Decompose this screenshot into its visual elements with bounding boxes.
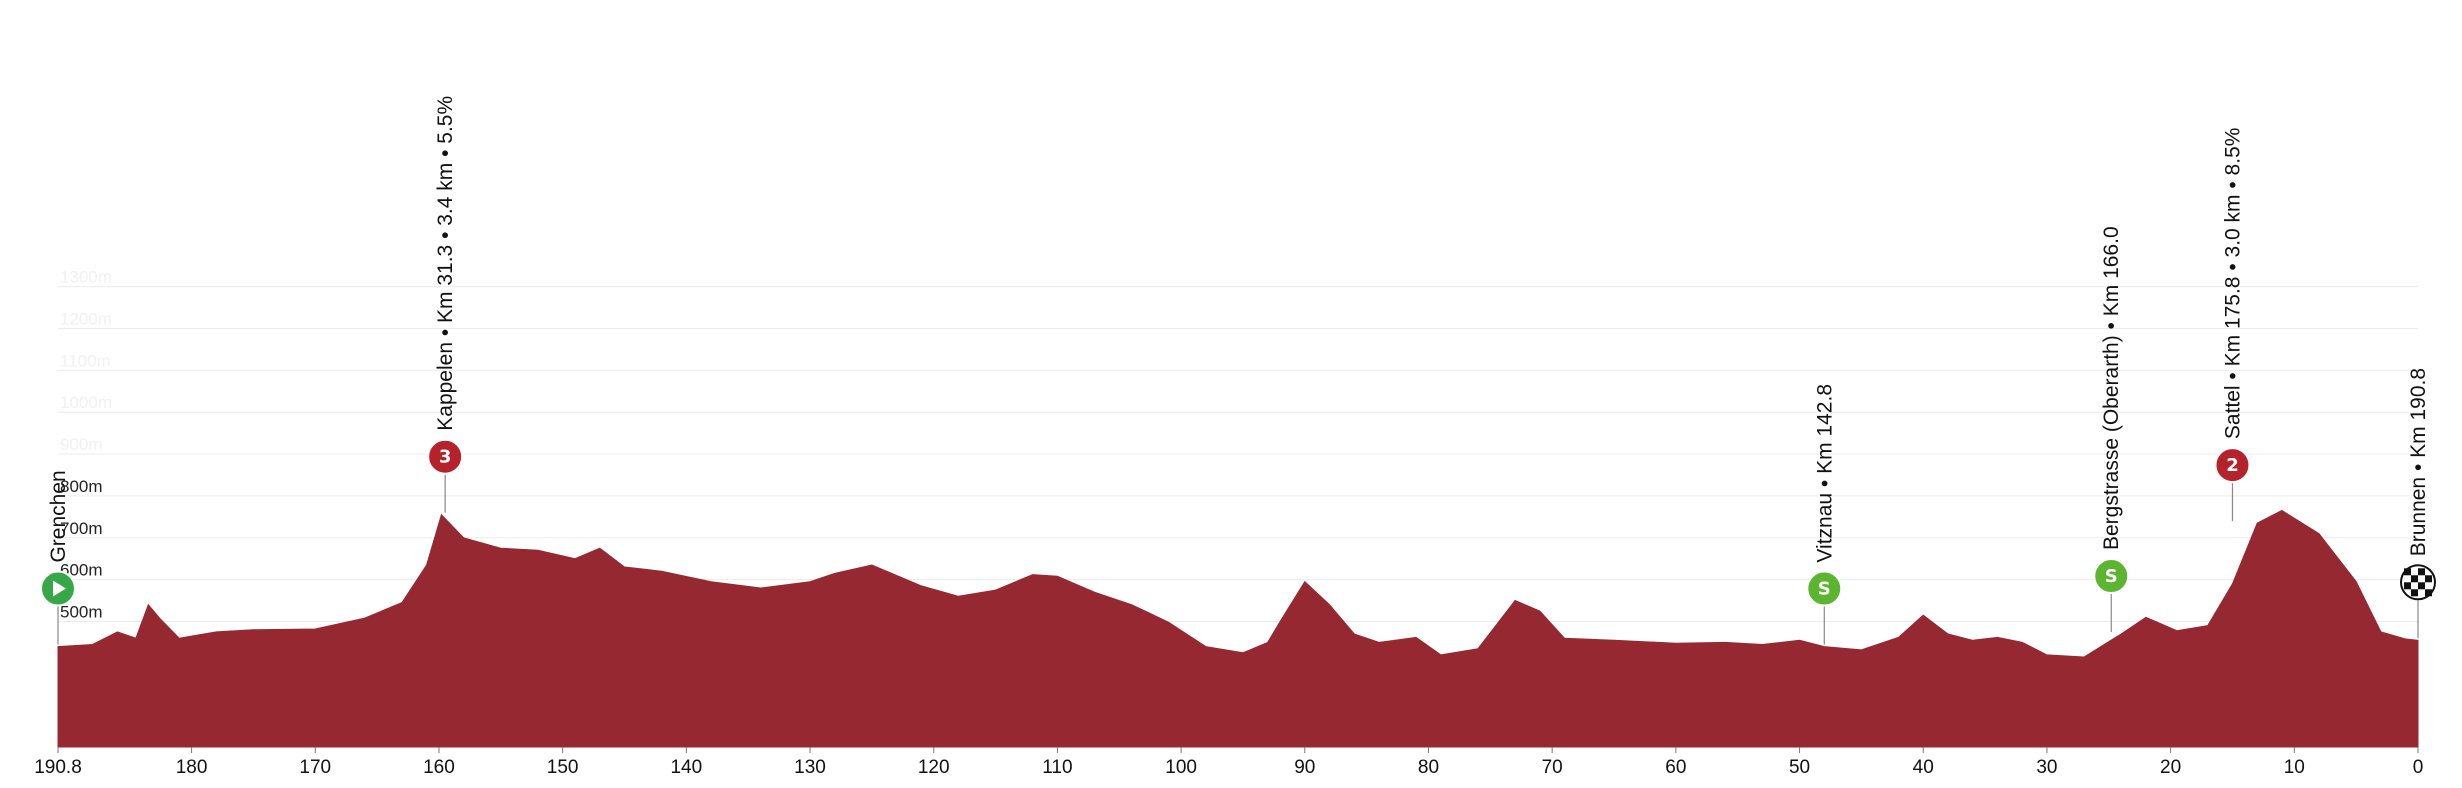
y-tick-label: 1000m [60, 393, 112, 412]
x-tick-label: 50 [1789, 757, 1810, 778]
x-tick-label: 190.8 [34, 757, 82, 778]
y-tick-label: 1300m [60, 268, 112, 287]
x-tick-label: 70 [1542, 757, 1563, 778]
x-tick-label: 100 [1165, 757, 1197, 778]
marker-badge-sprint: S [2093, 558, 2130, 595]
marker-badge-finish [2400, 564, 2436, 601]
marker-badge-start [40, 570, 76, 607]
marker-label: Vitznau • Km 142.8 [1813, 384, 1836, 563]
profile-markers: Grenchen 3 Kappelen • Km 31.3 • 3.4 km • 5… [40, 96, 2436, 645]
checker-square [2404, 582, 2411, 590]
sprint-badge-circle [2093, 558, 2130, 595]
y-tick-label: 800m [60, 477, 103, 496]
marker-badge-climb: 3 [427, 438, 464, 475]
x-tick-label: 40 [1913, 757, 1934, 778]
climb-badge-circle [427, 438, 464, 475]
sprint-badge-label: S [2105, 566, 2118, 587]
y-tick-label: 500m [60, 602, 103, 621]
y-tick-label: 1200m [60, 310, 112, 329]
y-tick-label: 600m [60, 561, 103, 580]
x-tick-label: 120 [918, 757, 950, 778]
marker-label: Bergstrasse (Oberarth) • Km 166.0 [2100, 226, 2123, 550]
x-tick-label: 80 [1418, 757, 1439, 778]
checker-square [2411, 575, 2418, 583]
x-tick-label: 10 [2284, 757, 2305, 778]
checker-square [2418, 568, 2425, 576]
climb-badge-circle [2214, 447, 2251, 484]
climb-badge-label: 2 [2226, 455, 2239, 476]
sprint-badge-label: S [1818, 579, 1831, 600]
checker-square [2418, 582, 2425, 590]
sprint-badge-circle [1806, 570, 1843, 607]
marker-label: Grenchen [47, 470, 70, 562]
x-tick-label: 20 [2160, 757, 2181, 778]
marker-label: Brunnen • Km 190.8 [2407, 368, 2430, 556]
x-tick-label: 180 [176, 757, 208, 778]
play-icon [53, 580, 66, 597]
x-tick-label: 160 [423, 757, 455, 778]
x-tick-label: 60 [1665, 757, 1686, 778]
x-tick-label: 140 [670, 757, 702, 778]
checker-square [2425, 575, 2432, 583]
checker-square [2411, 589, 2418, 597]
x-axis-ticks: 190.8 180 170 160 150 140 130 120 110 100 90 80 70 60… [34, 747, 2423, 778]
marker-label: Sattel • Km 175.8 • 3.0 km • 8.5% [2221, 128, 2244, 440]
x-tick-label: 90 [1294, 757, 1315, 778]
x-tick-label: 170 [299, 757, 331, 778]
marker-badge-sprint: S [1806, 570, 1843, 607]
x-tick-label: 110 [1042, 757, 1072, 778]
x-tick-label: 130 [794, 757, 826, 778]
checker-square [2425, 589, 2432, 597]
x-tick-label: 150 [547, 757, 579, 778]
y-tick-label: 900m [60, 435, 103, 454]
elevation-profile [57, 509, 2419, 748]
elevation-area [57, 509, 2419, 748]
marker-badge-climb: 2 [2214, 447, 2251, 484]
marker-label: Kappelen • Km 31.3 • 3.4 km • 5.5% [434, 96, 457, 431]
checker-square [2404, 568, 2411, 576]
x-tick-label: 0 [2413, 757, 2424, 778]
y-tick-label: 700m [60, 519, 103, 538]
y-tick-label: 1100m [60, 351, 111, 370]
climb-badge-label: 3 [439, 447, 452, 468]
x-tick-label: 30 [2036, 757, 2057, 778]
